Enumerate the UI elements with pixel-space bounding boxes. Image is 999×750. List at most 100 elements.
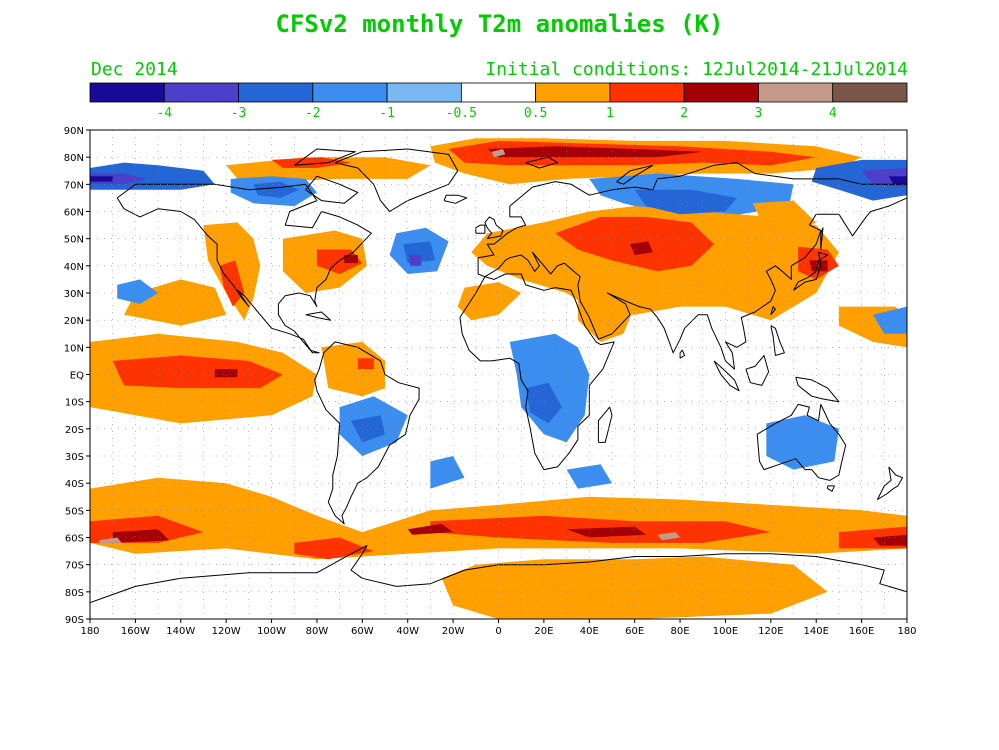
colorbar-tick-label: 3: [755, 106, 763, 121]
colorbar-tick-label: 0.5: [524, 106, 547, 121]
coastline-eurasia: [477, 162, 907, 370]
coastline-antarctica: [90, 545, 907, 604]
chukotka-cold-3: [888, 176, 907, 185]
colorbar-swatch: [238, 82, 314, 103]
colorbar-swatch: [89, 82, 165, 103]
latitude-label: 30N: [64, 289, 84, 300]
sahara-warm-1: [457, 282, 522, 321]
longitude-label: 140W: [166, 626, 195, 637]
coastline-new-guinea: [795, 376, 840, 403]
colorbar-legend: [89, 82, 908, 103]
longitude-label: 180: [897, 626, 916, 637]
canada-cold-2: [253, 181, 299, 198]
latitude-label: 80S: [65, 588, 84, 599]
coastline-greenland: [334, 148, 459, 212]
coastline-borneo: [745, 355, 770, 386]
latitude-label: 20S: [65, 425, 84, 436]
colorbar-tick-label: -1: [379, 106, 395, 121]
southern-ocean-cold-1: [430, 456, 465, 489]
coastlines: [90, 148, 907, 604]
arctic-siberia-warm-4: [491, 149, 506, 158]
colorbar-tick-label: -2: [305, 106, 321, 121]
longitude-label: 100E: [713, 626, 738, 637]
colorbar-swatch: [758, 82, 834, 103]
colorbar-tick-label: -4: [156, 106, 172, 121]
latitude-label: 20N: [64, 316, 84, 327]
latitude-label: EQ: [70, 371, 84, 382]
coastline-cuba: [305, 311, 332, 321]
south-ocean-warm-6: [112, 529, 170, 543]
latitude-label: 80N: [64, 153, 84, 164]
longitude-label: 0: [495, 626, 501, 637]
south-ocean-warm-8: [566, 526, 646, 538]
coastline-ireland: [475, 224, 486, 234]
pacific-enso-warm-3: [214, 369, 238, 378]
colorbar-tick-label: 1: [606, 106, 614, 121]
pacific-enso-warm-2: [112, 355, 283, 389]
longitude-label: 60E: [625, 626, 644, 637]
colorbar-swatch: [832, 82, 908, 103]
coastline-sakhalin: [820, 227, 824, 250]
longitude-label: 40W: [396, 626, 419, 637]
colorbar-labels: -4 -3 -2 -1 -0.5 0.5 1 2 3 4: [156, 106, 836, 121]
latitude-label: 50S: [65, 506, 84, 517]
map-title: CFSv2 monthly T2m anomalies (K): [275, 10, 724, 38]
colorbar-tick-label: -0.5: [446, 106, 477, 121]
coastline-africa: [459, 273, 615, 471]
latitude-label: 90S: [65, 615, 84, 626]
colorbar-tick-label: 2: [680, 106, 688, 121]
colorbar-swatch: [683, 82, 759, 103]
colorbar-swatch: [312, 82, 388, 103]
anomaly-regions: [90, 138, 907, 619]
colorbar-swatch: [163, 82, 239, 103]
coastline-baffin: [305, 175, 359, 204]
longitude-label: 60W: [351, 626, 374, 637]
south-america-cold-2: [351, 415, 385, 443]
arctic-siberia-warm-3: [487, 146, 703, 158]
canada-arctic-warm-2: [271, 157, 351, 168]
latitude-label: 50N: [64, 235, 84, 246]
latitude-label: 70S: [65, 561, 84, 572]
colorbar-swatch: [535, 82, 611, 103]
south-ocean-warm-3: [294, 537, 374, 560]
longitude-label: 80E: [671, 626, 690, 637]
southern-ocean-cold-2: [566, 464, 612, 489]
latitude-label: 60S: [65, 534, 84, 545]
valid-month-label: Dec 2014: [91, 59, 178, 80]
colorbar-swatch: [609, 82, 685, 103]
latitude-label: 30S: [65, 452, 84, 463]
coastline-south-america: [314, 341, 420, 525]
longitude-label: 140E: [804, 626, 829, 637]
latitude-label: 70N: [64, 180, 84, 191]
west-pacific-cold-1: [873, 306, 907, 334]
longitude-label: 120E: [758, 626, 783, 637]
longitude-label: 40E: [580, 626, 599, 637]
longitude-labels: 180 160W 140W 120W 100W 80W 60W 40W 20W 0 20E 40E 60…: [80, 619, 917, 637]
longitude-label: 180: [80, 626, 99, 637]
coastline-australia: [756, 403, 847, 481]
colorbar-swatch: [386, 82, 462, 103]
latitude-label: 40N: [64, 262, 84, 273]
coastline-iceland: [443, 194, 468, 204]
coastline-north-america: [116, 183, 372, 354]
longitude-label: 100W: [257, 626, 286, 637]
longitude-label: 120W: [212, 626, 241, 637]
coastline-taiwan: [770, 306, 776, 316]
coastline-svalbard: [525, 156, 558, 169]
nepacific-cold-1: [117, 279, 159, 304]
longitude-label: 160W: [121, 626, 150, 637]
south-ocean-warm-11: [657, 532, 681, 541]
coastline-great-britain: [484, 216, 504, 240]
colorbar-swatch: [460, 82, 537, 103]
coastline-tasmania: [827, 485, 835, 492]
atlantic-cold-3: [410, 255, 422, 266]
latitude-label: 10N: [64, 343, 84, 354]
coastline-japan: [793, 251, 829, 291]
coastline-novaya-zemlya: [616, 164, 654, 185]
coastline-madagascar: [597, 406, 613, 443]
australia-cold-1: [766, 415, 839, 470]
coastline-new-zealand: [877, 466, 903, 500]
colorbar-tick-label: 4: [829, 106, 837, 121]
latitude-label: 60N: [64, 208, 84, 219]
